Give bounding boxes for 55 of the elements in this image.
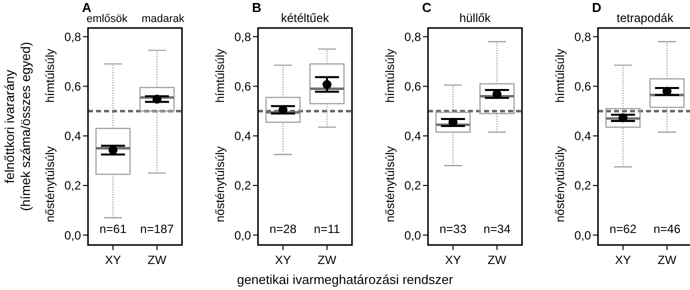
y-tick-label: 0,4 bbox=[404, 129, 422, 144]
y-tick-label: 0,6 bbox=[574, 79, 592, 94]
x-tick-label: XY bbox=[104, 253, 122, 267]
y-tick-label: 0,2 bbox=[234, 178, 252, 193]
y-tick-label: 0,8 bbox=[574, 30, 592, 44]
y-axis-title: felnőttkori ivararány (hímek száma/összes egyed) bbox=[2, 42, 33, 212]
y-tick-label: 0,8 bbox=[404, 30, 422, 44]
y-tick-label: 0,8 bbox=[64, 30, 82, 44]
chart-title: A bbox=[82, 0, 92, 15]
text: emlősök bbox=[86, 13, 128, 25]
chart-title: B bbox=[252, 0, 262, 15]
annotation: n=34 bbox=[483, 222, 511, 236]
x-tick-label: ZW bbox=[148, 253, 167, 267]
chart-subtitle: hüllők bbox=[459, 11, 492, 25]
y-tick-label: 0,4 bbox=[234, 129, 252, 144]
y-tick-label: 0,8 bbox=[234, 30, 252, 44]
text: hímtúlsúly bbox=[213, 48, 227, 103]
y-tick-label: 0,2 bbox=[404, 178, 422, 193]
y-tick-label: 0,0 bbox=[574, 228, 592, 242]
chart-title: D bbox=[592, 0, 602, 15]
annotation: n=33 bbox=[439, 222, 467, 236]
x-tick-label: ZW bbox=[318, 253, 337, 267]
y-tick-label: 0,2 bbox=[574, 178, 592, 193]
x-tick-label: XY bbox=[444, 253, 462, 267]
annotation: n=28 bbox=[269, 222, 297, 236]
y-tick-label: 0,6 bbox=[234, 79, 252, 94]
y-tick-label: 0,6 bbox=[404, 79, 422, 94]
x-tick-label: ZW bbox=[658, 253, 677, 267]
y-tick-label: 0,4 bbox=[574, 129, 592, 144]
annotation: n=61 bbox=[99, 222, 127, 236]
x-tick-label: ZW bbox=[488, 253, 507, 267]
y-tick-label: 0,0 bbox=[64, 228, 82, 242]
text: hímtúlsúly bbox=[553, 48, 567, 103]
text: nősténytúlsúly bbox=[213, 146, 227, 222]
annotation: n=11 bbox=[314, 222, 340, 236]
text: nősténytúlsúly bbox=[383, 146, 397, 222]
annotation: n=187 bbox=[140, 222, 174, 236]
y-tick-label: 0,2 bbox=[64, 178, 82, 193]
y-tick-label: 0,6 bbox=[64, 79, 82, 94]
chart-title: C bbox=[422, 0, 432, 15]
x-tick-label: XY bbox=[614, 253, 632, 267]
text: hímtúlsúly bbox=[43, 48, 57, 103]
text: nősténytúlsúly bbox=[553, 146, 567, 222]
annotation: n=46 bbox=[653, 222, 681, 236]
text: hímtúlsúly bbox=[383, 48, 397, 103]
chart-subtitle: tetrapodák bbox=[616, 11, 674, 25]
text: madarak bbox=[142, 13, 185, 25]
x-axis-title: genetikai ivarmeghatározási rendszer bbox=[236, 272, 454, 287]
y-tick-label: 0,0 bbox=[404, 228, 422, 242]
annotation: n=62 bbox=[609, 222, 637, 236]
text: nősténytúlsúly bbox=[43, 146, 57, 222]
y-tick-label: 0,4 bbox=[64, 129, 82, 144]
y-tick-label: 0,0 bbox=[234, 228, 252, 242]
chart-subtitle: kétéltűek bbox=[280, 11, 330, 25]
x-tick-label: XY bbox=[274, 253, 292, 267]
